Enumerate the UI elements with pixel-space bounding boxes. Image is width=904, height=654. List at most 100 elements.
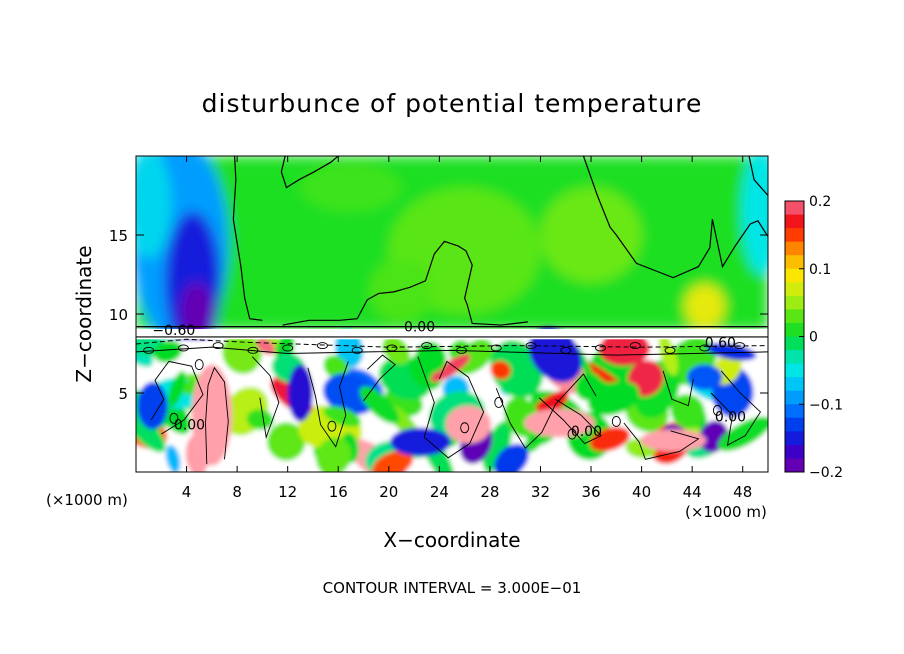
y-tick-label: 15	[109, 227, 128, 245]
contour-lines	[136, 156, 768, 465]
x-tick-label: 44	[683, 483, 702, 501]
contour-line	[232, 156, 263, 321]
interface-band	[136, 329, 768, 340]
lower-feature	[524, 408, 595, 438]
contour-loop	[712, 404, 722, 416]
colorbar-swatch	[785, 295, 804, 310]
upper-blob	[684, 283, 726, 329]
colorbar-swatch	[785, 309, 804, 324]
contour-loop	[421, 342, 433, 350]
contour-label: 0.00	[715, 410, 746, 426]
contour-line	[710, 370, 761, 446]
colorbar-swatch	[785, 431, 804, 446]
contour-line	[748, 156, 768, 196]
contour-loop	[351, 346, 363, 354]
x-tick-label: 16	[329, 483, 348, 501]
colorbar-swatch	[785, 214, 804, 229]
lower-cell	[136, 406, 166, 453]
x-tick-label: 4	[182, 483, 192, 501]
x-tick-label: 48	[733, 483, 752, 501]
contour-loop	[247, 346, 259, 354]
colorbar-swatch	[785, 322, 804, 337]
lower-cell	[528, 327, 582, 383]
x-tick-label: 36	[581, 483, 600, 501]
chart-title: disturbunce of potential temperature	[202, 89, 703, 118]
colorbar-swatch	[785, 417, 804, 432]
colorbar-swatch	[785, 390, 804, 405]
lower-feature	[137, 381, 168, 430]
colorbar-swatch	[785, 444, 804, 459]
contour-line	[205, 366, 229, 465]
contour-loop	[327, 420, 337, 432]
lower-feature	[687, 364, 723, 390]
colorbar-swatch	[785, 404, 804, 419]
lower-cell	[415, 341, 447, 373]
lower-cell	[322, 373, 377, 416]
contour-loop	[525, 342, 537, 350]
contour-loop	[460, 422, 470, 434]
lower-feature	[445, 405, 492, 444]
lower-feature	[287, 364, 313, 422]
upper-blob	[540, 187, 642, 283]
colorbar-swatch	[785, 255, 804, 270]
lower-cell	[598, 332, 651, 366]
lower-cell	[256, 337, 275, 355]
colorbar-swatch	[785, 350, 804, 365]
y-axis-label: Z−coordinate	[72, 245, 96, 382]
x-axis-label: X−coordinate	[383, 528, 520, 552]
lower-cell	[494, 443, 529, 472]
lower-feature	[191, 364, 233, 466]
colorbar-tick-label: −0.2	[809, 465, 843, 481]
lower-cell	[658, 334, 678, 376]
x-tick-label: 32	[531, 483, 550, 501]
contour-line	[363, 354, 396, 402]
lower-field	[136, 327, 768, 472]
colorbar-swatch	[785, 241, 804, 256]
lower-cell	[382, 336, 411, 365]
lower-cell	[246, 409, 274, 430]
colorbar-tick-label: 0.2	[809, 194, 831, 210]
colorbar-swatch	[785, 228, 804, 243]
contour-loop	[316, 342, 328, 350]
colorbar: 0.2 0.1 0 −0.1 −0.2	[784, 194, 843, 481]
colorbar-swatch	[785, 282, 804, 297]
contour-label: 0.00	[174, 418, 205, 434]
contour-labels: −0.60 0.00 0.60 0.00 0.00 0.00	[152, 320, 746, 440]
contour-loop	[169, 412, 179, 424]
contour-line	[582, 156, 768, 279]
x-unit-left: (×1000 m)	[46, 491, 128, 509]
contour-loop	[560, 346, 572, 354]
colorbar-swatch	[785, 377, 804, 392]
contour-loop	[567, 428, 577, 440]
contour-label: −0.60	[152, 323, 195, 339]
x-tick-label: 8	[232, 483, 242, 501]
contour-line	[662, 370, 694, 407]
upper-blob	[136, 156, 172, 259]
contour-loop	[490, 344, 502, 352]
lower-cell	[167, 371, 186, 408]
y-tick-label: 5	[118, 385, 128, 403]
x-tick-label: 28	[480, 483, 499, 501]
contour-line	[136, 338, 768, 348]
contour-loop	[629, 342, 641, 350]
colorbar-swatch	[785, 201, 804, 216]
x-tick-label: 40	[632, 483, 651, 501]
lower-cell	[153, 340, 183, 363]
contour-loop	[143, 346, 155, 354]
lower-cell	[670, 393, 705, 429]
contour-line	[282, 240, 528, 326]
contour-loop	[456, 346, 467, 354]
contour-line	[150, 360, 204, 435]
x-tick-label: 12	[278, 483, 297, 501]
colorbar-swatch	[785, 458, 804, 473]
contour-line	[280, 156, 339, 189]
contour-line	[251, 356, 280, 440]
contour-loop	[177, 344, 189, 352]
plot-area	[136, 156, 768, 472]
contour-loop	[194, 359, 204, 371]
contour-loop	[494, 397, 504, 408]
contour-loop	[282, 344, 294, 352]
contour-line	[307, 361, 349, 448]
contour-loop	[734, 342, 746, 350]
